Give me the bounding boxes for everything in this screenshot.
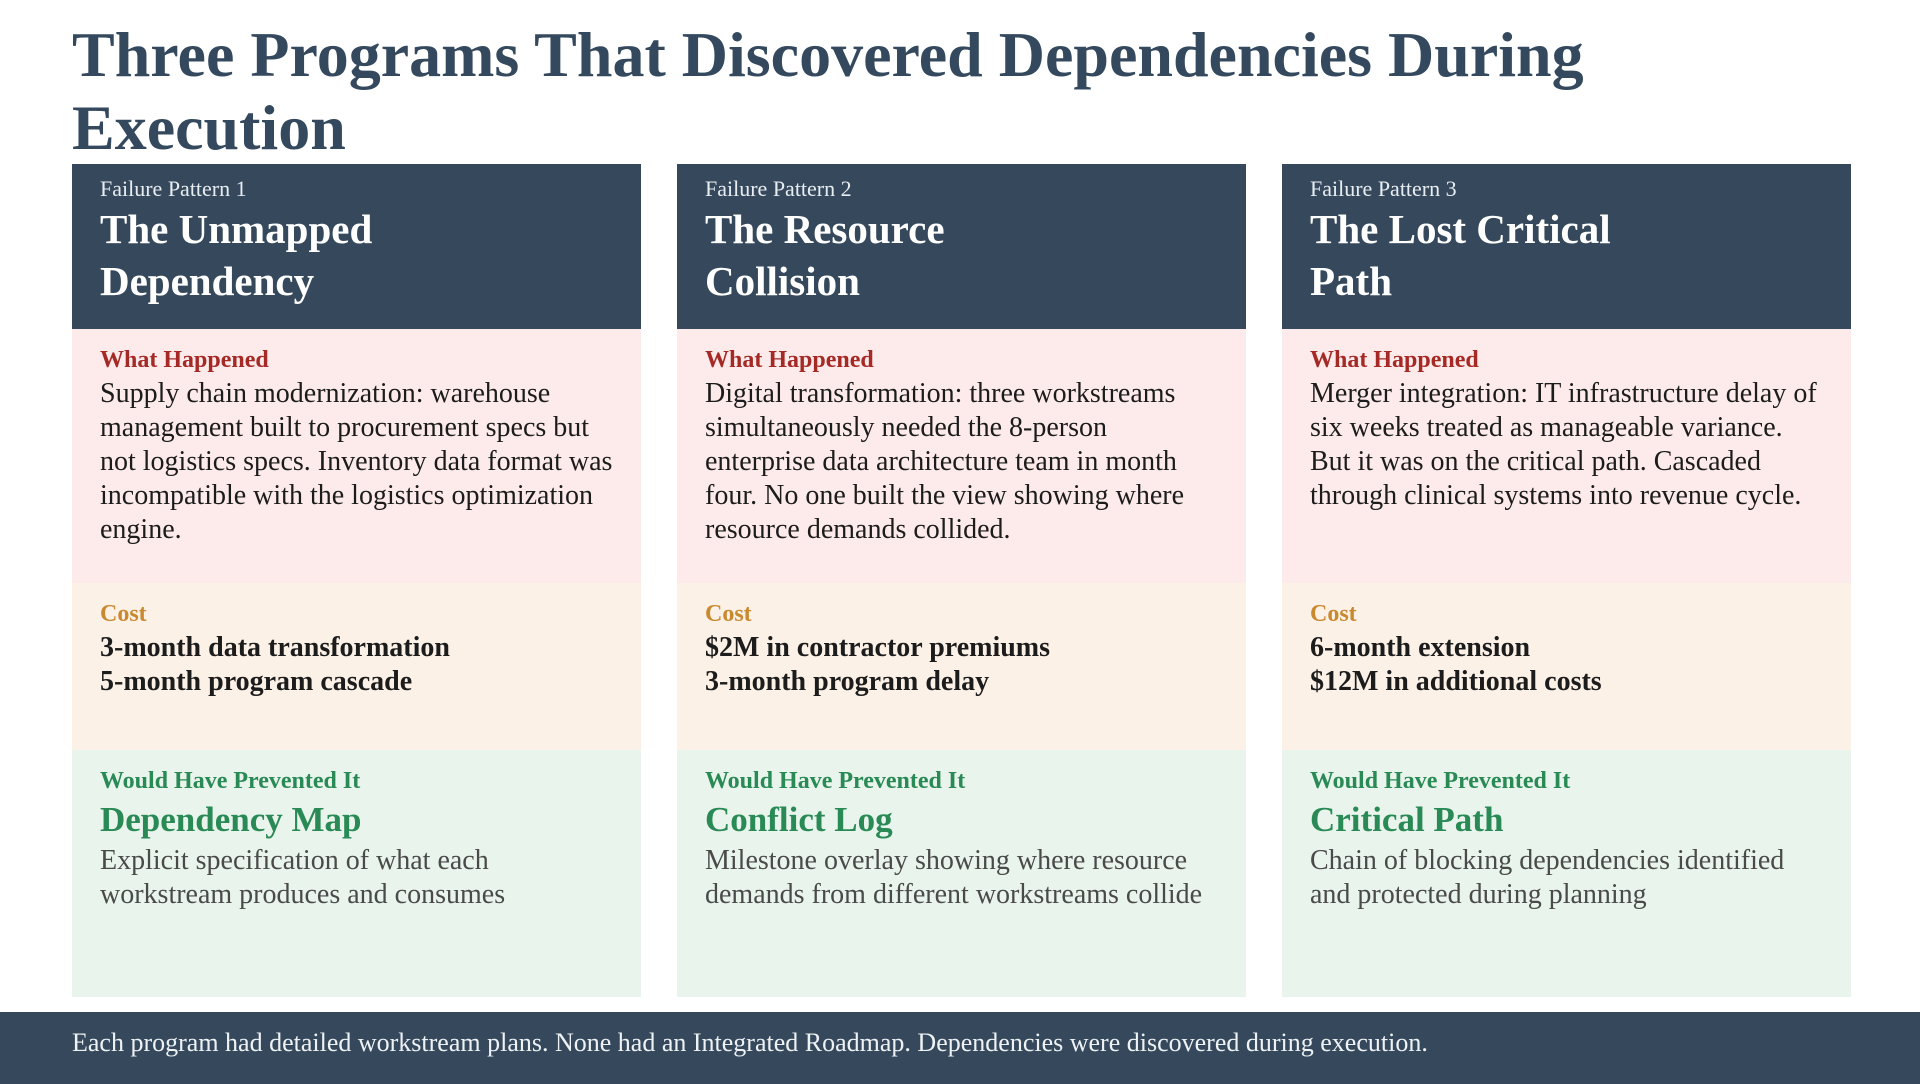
card-header: Failure Pattern 2 The Resource Collision	[677, 164, 1246, 329]
card-title: The Resource Collision	[705, 206, 945, 304]
prevention-title: Conflict Log	[705, 800, 893, 839]
what-happened-section: What Happened Digital transformation: th…	[677, 329, 1246, 583]
card-header: Failure Pattern 3 The Lost Critical Path	[1282, 164, 1851, 329]
what-happened-section: What Happened Merger integration: IT inf…	[1282, 329, 1851, 583]
cost-label: Cost	[705, 601, 752, 627]
prevention-text: Explicit specification of what each work…	[100, 845, 506, 910]
cost-section: Cost 3-month data transformation 5-month…	[72, 583, 641, 750]
cost-line: 3-month data transformation	[100, 632, 450, 663]
what-happened-text: Supply chain modernization: warehouse ma…	[100, 378, 613, 545]
failure-pattern-cards: Failure Pattern 1 The Unmapped Dependenc…	[72, 164, 1852, 997]
footer-banner: Each program had detailed workstream pla…	[0, 1012, 1920, 1084]
what-happened-label: What Happened	[100, 347, 269, 373]
prevention-label: Would Have Prevented It	[100, 768, 361, 794]
prevention-text: Chain of blocking dependencies identifie…	[1310, 845, 1785, 910]
cost-line: 5-month program cascade	[100, 666, 413, 697]
pattern-label: Failure Pattern 3	[1310, 176, 1457, 201]
what-happened-label: What Happened	[705, 347, 874, 373]
cost-label: Cost	[100, 601, 147, 627]
what-happened-section: What Happened Supply chain modernization…	[72, 329, 641, 583]
failure-pattern-card-3: Failure Pattern 3 The Lost Critical Path…	[1282, 164, 1851, 997]
prevention-section: Would Have Prevented It Dependency Map E…	[72, 750, 641, 997]
card-title: The Lost Critical Path	[1310, 206, 1611, 304]
what-happened-label: What Happened	[1310, 347, 1479, 373]
prevention-section: Would Have Prevented It Critical Path Ch…	[1282, 750, 1851, 997]
prevention-label: Would Have Prevented It	[705, 768, 966, 794]
cost-label: Cost	[1310, 601, 1357, 627]
cost-section: Cost $2M in contractor premiums 3-month …	[677, 583, 1246, 750]
pattern-label: Failure Pattern 1	[100, 176, 247, 201]
cost-line: $2M in contractor premiums	[705, 632, 1051, 663]
pattern-label: Failure Pattern 2	[705, 176, 852, 201]
card-header: Failure Pattern 1 The Unmapped Dependenc…	[72, 164, 641, 329]
page-title: Three Programs That Discovered Dependenc…	[72, 19, 1584, 163]
failure-pattern-card-2: Failure Pattern 2 The Resource Collision…	[677, 164, 1246, 997]
prevention-title: Dependency Map	[100, 800, 362, 839]
prevention-title: Critical Path	[1310, 800, 1504, 839]
footer-text: Each program had detailed workstream pla…	[72, 1028, 1428, 1057]
prevention-text: Milestone overlay showing where resource…	[705, 845, 1203, 910]
cost-section: Cost 6-month extension $12M in additiona…	[1282, 583, 1851, 750]
prevention-section: Would Have Prevented It Conflict Log Mil…	[677, 750, 1246, 997]
failure-pattern-card-1: Failure Pattern 1 The Unmapped Dependenc…	[72, 164, 641, 997]
what-happened-text: Merger integration: IT infrastructure de…	[1310, 378, 1817, 511]
cost-line: $12M in additional costs	[1310, 666, 1602, 697]
card-title: The Unmapped Dependency	[100, 206, 373, 304]
cost-line: 6-month extension	[1310, 632, 1531, 663]
what-happened-text: Digital transformation: three workstream…	[705, 378, 1185, 545]
prevention-label: Would Have Prevented It	[1310, 768, 1571, 794]
cost-line: 3-month program delay	[705, 666, 990, 697]
